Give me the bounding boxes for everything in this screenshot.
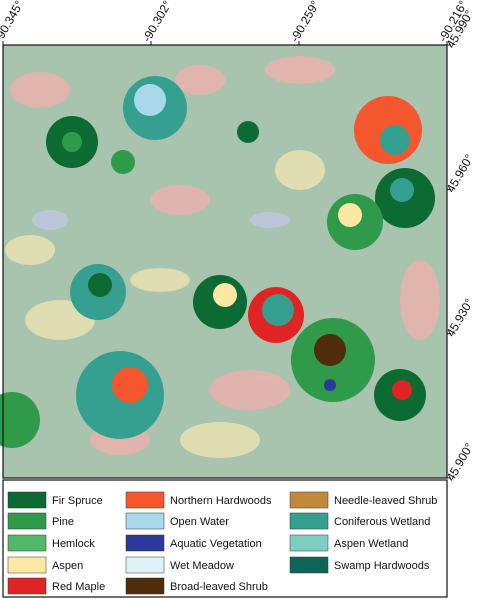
- legend-label: Hemlock: [52, 538, 95, 550]
- legend-swatch: [125, 491, 165, 509]
- legend-swatch: [7, 534, 47, 552]
- legend-swatch: [125, 512, 165, 530]
- legend-swatch: [289, 556, 329, 574]
- legend-swatch: [7, 556, 47, 574]
- legend-label: Coniferous Wetland: [334, 516, 430, 528]
- legend-label: Open Water: [170, 516, 229, 528]
- legend: Fir Spruce Pine Hemlock Aspen Red Maple North…: [7, 491, 437, 595]
- latitude-label: 45.960°: [443, 152, 476, 195]
- legend-swatch: [7, 491, 47, 509]
- legend-label: Needle-leaved Shrub: [334, 495, 437, 507]
- legend-label: Aspen: [52, 560, 83, 572]
- latitude-label: 45.900°: [443, 440, 476, 483]
- map-frame: [2, 44, 448, 479]
- legend-swatch: [7, 577, 47, 595]
- legend-box: [2, 479, 448, 598]
- legend-swatch: [289, 534, 329, 552]
- legend-swatch: [289, 512, 329, 530]
- latitude-label: 45.930°: [443, 296, 476, 339]
- legend-label: Wet Meadow: [170, 560, 234, 572]
- legend-label: Aspen Wetland: [334, 538, 408, 550]
- legend-label: Swamp Hardwoods: [334, 560, 430, 572]
- legend-label: Red Maple: [52, 581, 105, 593]
- legend-swatch: [7, 512, 47, 530]
- legend-label: Aquatic Vegetation: [170, 538, 262, 550]
- legend-label: Broad-leaved Shrub: [170, 581, 268, 593]
- map-area: [0, 44, 448, 479]
- longitude-label: -90.345°: [0, 0, 26, 44]
- legend-swatch: [125, 556, 165, 574]
- legend-label: Pine: [52, 516, 74, 528]
- legend-swatch: [125, 577, 165, 595]
- study-sites: [0, 76, 435, 448]
- legend-label: Northern Hardwoods: [170, 495, 272, 507]
- legend-swatch: [289, 491, 329, 509]
- longitude-label: -90.259°: [287, 0, 322, 44]
- legend-swatch: [125, 534, 165, 552]
- longitude-label: -90.302°: [139, 0, 174, 44]
- legend-label: Fir Spruce: [52, 495, 103, 507]
